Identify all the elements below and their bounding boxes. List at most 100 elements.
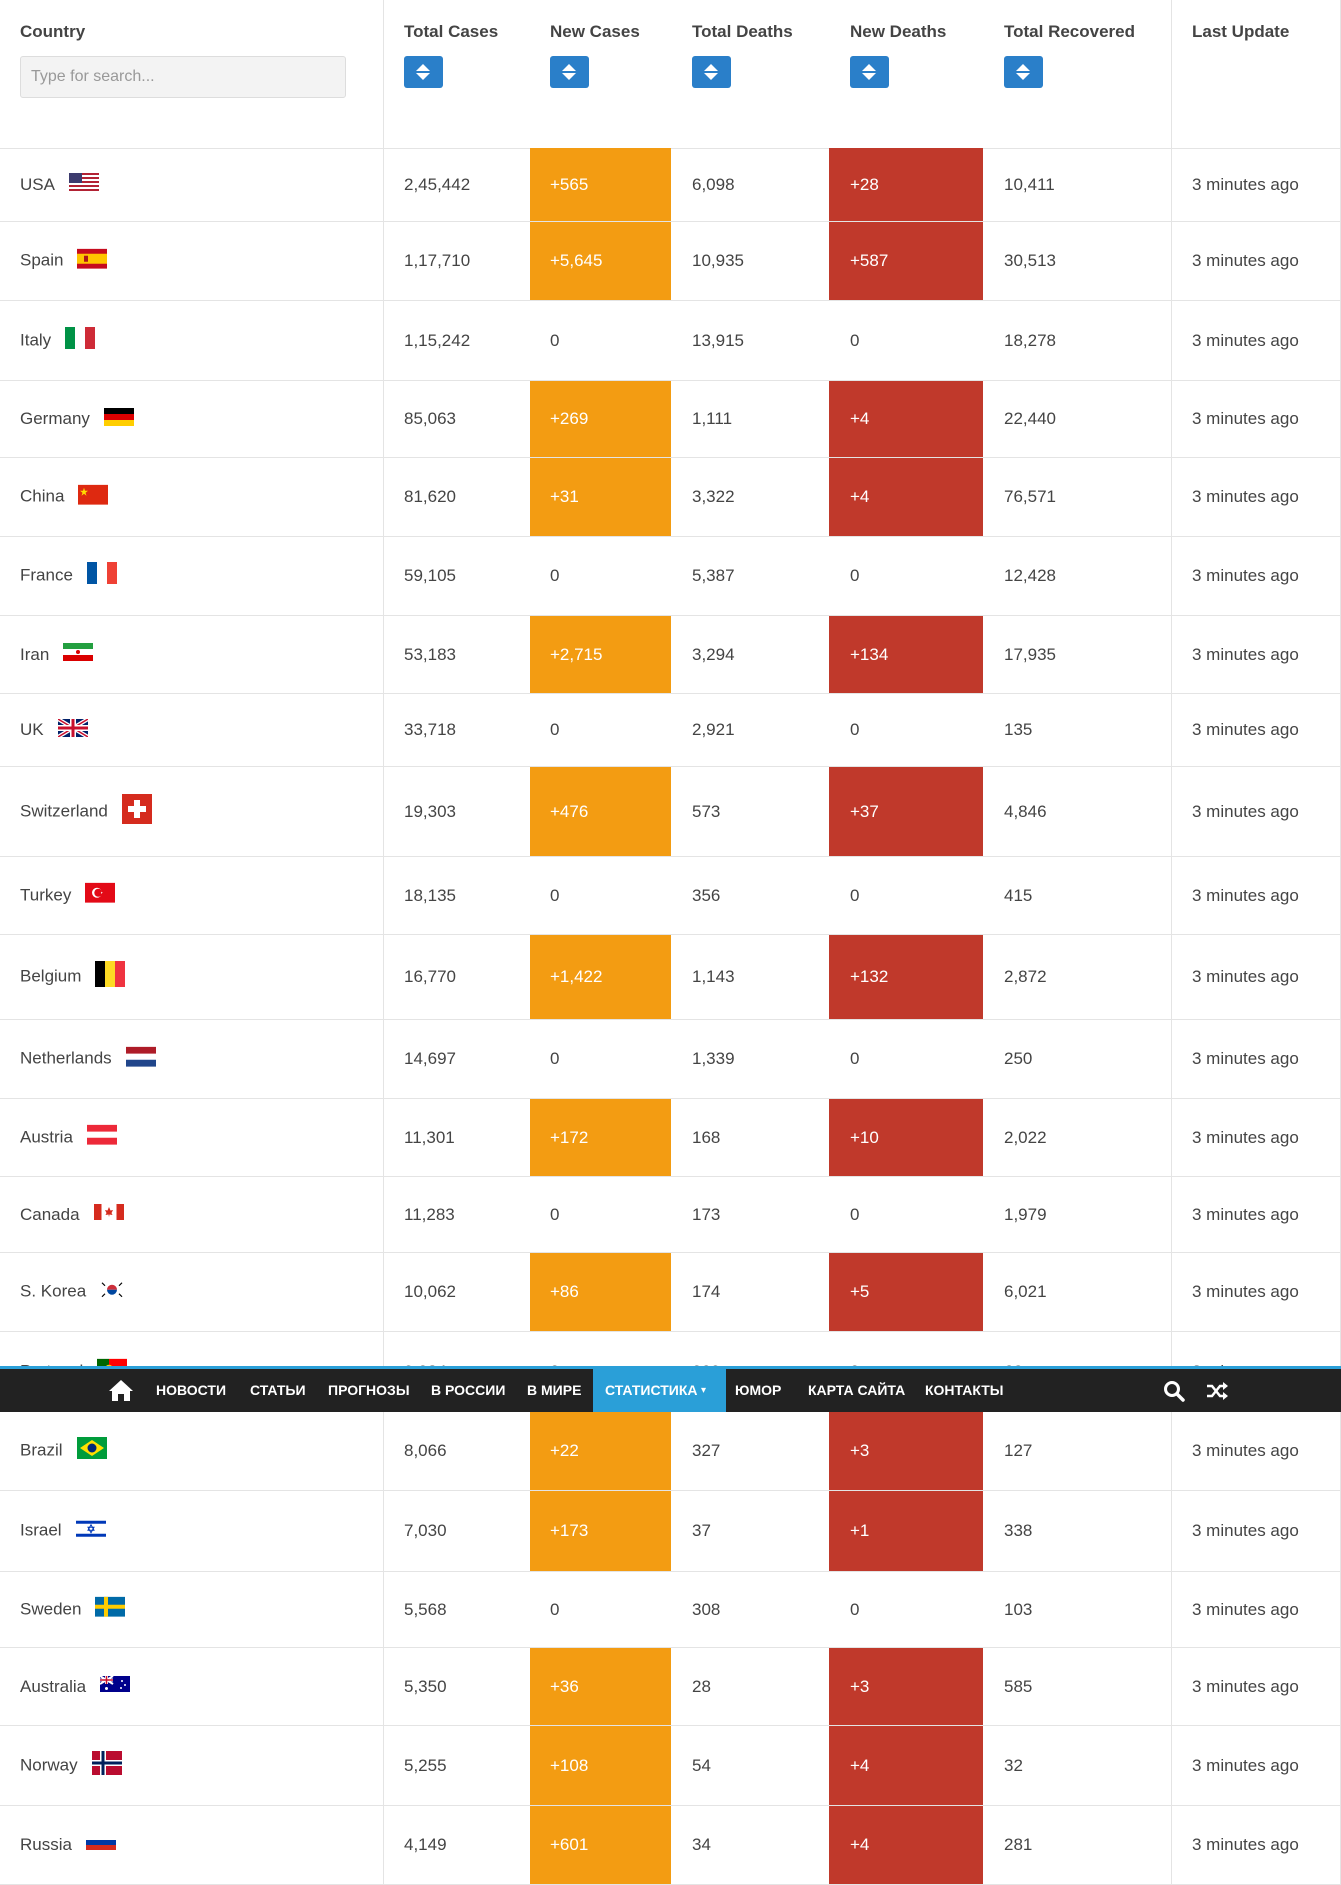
total-deaths-value: 1,111	[692, 409, 733, 428]
last-update-value: 3 minutes ago	[1192, 487, 1299, 506]
country-cell: S. Korea	[0, 1253, 383, 1331]
total-cases-cell: 33,718	[383, 694, 530, 766]
total-cases-value: 59,105	[404, 566, 456, 585]
country-name: Spain	[20, 250, 64, 270]
new-cases-value: +22	[550, 1441, 579, 1460]
total-recovered-cell: 281	[983, 1806, 1171, 1884]
nav-item[interactable]: КАРТА САЙТА	[808, 1382, 906, 1398]
country-cell: Spain	[0, 222, 383, 300]
total-cases-cell: 5,255	[383, 1726, 530, 1805]
new-deaths-cell: 0	[829, 1177, 983, 1252]
total-deaths-cell: 28	[671, 1648, 829, 1725]
total-cases-cell: 7,030	[383, 1491, 530, 1571]
new-cases-cell: 0	[530, 1572, 671, 1647]
nav-item[interactable]: ПРОГНОЗЫ	[328, 1382, 410, 1398]
shuffle-icon[interactable]	[1205, 1380, 1229, 1407]
country-name: Russia	[20, 1835, 72, 1854]
nav-item[interactable]: КОНТАКТЫ	[925, 1382, 1004, 1398]
search-input[interactable]	[20, 56, 346, 98]
br-flag-icon	[76, 1437, 107, 1459]
country-cell: Switzerland	[0, 767, 383, 856]
total-recovered-value: 415	[1004, 885, 1033, 905]
home-icon[interactable]	[108, 1378, 134, 1407]
be-flag-icon	[95, 961, 126, 987]
new-cases-value: 0	[550, 1599, 560, 1619]
total-deaths-cell: 1,143	[671, 935, 829, 1019]
last-update-cell: 3 minutes ago	[1171, 537, 1341, 615]
total-cases-cell: 14,697	[383, 1020, 530, 1098]
new-deaths-cell: +134	[829, 616, 983, 693]
new-cases-cell: 0	[530, 1020, 671, 1098]
total-deaths-value: 3,322	[692, 487, 735, 506]
header-total-recovered-label: Total Recovered	[1004, 22, 1136, 41]
search-icon[interactable]	[1163, 1380, 1185, 1407]
de-flag-icon	[103, 407, 134, 426]
last-update-cell: 3 minutes ago	[1171, 458, 1341, 536]
total-cases-cell: 11,283	[383, 1177, 530, 1252]
total-recovered-value: 76,571	[1004, 487, 1056, 506]
total-deaths-value: 34	[692, 1835, 711, 1854]
new-deaths-cell: 0	[829, 1572, 983, 1647]
country-name: Belgium	[20, 966, 82, 986]
last-update-cell: 3 minutes ago	[1171, 222, 1341, 300]
last-update-cell: 3 minutes ago	[1171, 1726, 1341, 1805]
new-cases-value: +173	[550, 1521, 589, 1540]
uk-flag-icon	[57, 718, 88, 737]
new-deaths-value: 0	[850, 1599, 860, 1619]
nav-item[interactable]: НОВОСТИ	[156, 1382, 227, 1398]
total-deaths-value: 573	[692, 801, 721, 821]
total-recovered-cell: 127	[983, 1412, 1171, 1490]
total-cases-cell: 1,17,710	[383, 222, 530, 300]
last-update-cell: 3 minutes ago	[1171, 1412, 1341, 1490]
total-deaths-cell: 6,098	[671, 148, 829, 221]
nav-item[interactable]: В РОССИИ	[431, 1382, 506, 1398]
country-cell: Turkey	[0, 857, 383, 934]
nav-item[interactable]: ЮМОР	[735, 1382, 782, 1398]
country-cell: UK	[0, 694, 383, 766]
country-name: UK	[20, 720, 44, 739]
last-update-cell: 3 minutes ago	[1171, 1491, 1341, 1571]
sort-total-cases-button[interactable]	[404, 56, 443, 88]
no-flag-icon	[91, 1750, 122, 1775]
country-name: Turkey	[20, 885, 72, 905]
total-recovered-cell: 22,440	[983, 381, 1171, 457]
new-cases-cell: +476	[530, 767, 671, 856]
il-flag-icon	[75, 1518, 106, 1539]
total-recovered-cell: 103	[983, 1572, 1171, 1647]
new-cases-cell: +86	[530, 1253, 671, 1331]
total-recovered-value: 135	[1004, 720, 1033, 739]
total-recovered-cell: 2,872	[983, 935, 1171, 1019]
new-deaths-cell: 0	[829, 301, 983, 380]
sort-new-cases-button[interactable]	[550, 56, 589, 88]
last-update-value: 3 minutes ago	[1192, 1049, 1299, 1068]
total-recovered-cell: 17,935	[983, 616, 1171, 693]
new-cases-cell: +2,715	[530, 616, 671, 693]
last-update-value: 3 minutes ago	[1192, 1521, 1299, 1540]
total-recovered-cell: 6,021	[983, 1253, 1171, 1331]
table-row: China 81,620 +31 3,322 +4 76,571 3 minutes ago	[0, 458, 1341, 537]
nav-item[interactable]: СТАТЬИ	[250, 1382, 306, 1398]
total-deaths-cell: 3,294	[671, 616, 829, 693]
nav-item[interactable]: В МИРЕ	[527, 1382, 582, 1398]
sort-new-deaths-button[interactable]	[850, 56, 889, 88]
last-update-value: 3 minutes ago	[1192, 720, 1299, 739]
se-flag-icon	[95, 1596, 126, 1617]
new-cases-value: +108	[550, 1755, 589, 1775]
new-cases-cell: 0	[530, 694, 671, 766]
total-deaths-cell: 173	[671, 1177, 829, 1252]
country-cell: Sweden	[0, 1572, 383, 1647]
header-new-deaths-label: New Deaths	[850, 22, 947, 41]
total-cases-cell: 5,568	[383, 1572, 530, 1647]
sort-total-recovered-button[interactable]	[1004, 56, 1043, 88]
last-update-cell: 3 minutes ago	[1171, 301, 1341, 380]
sort-total-deaths-button[interactable]	[692, 56, 731, 88]
table-row: Netherlands 14,697 0 1,339 0 250 3 minutes ago	[0, 1020, 1341, 1099]
header-new-cases-label: New Cases	[550, 22, 640, 41]
total-deaths-cell: 1,339	[671, 1020, 829, 1098]
country-cell: France	[0, 537, 383, 615]
total-deaths-value: 356	[692, 885, 721, 905]
new-cases-value: 0	[550, 1204, 560, 1224]
nav-item[interactable]: СТАТИСТИКА	[593, 1369, 726, 1412]
new-deaths-value: +28	[850, 174, 879, 194]
country-cell: Belgium	[0, 935, 383, 1019]
